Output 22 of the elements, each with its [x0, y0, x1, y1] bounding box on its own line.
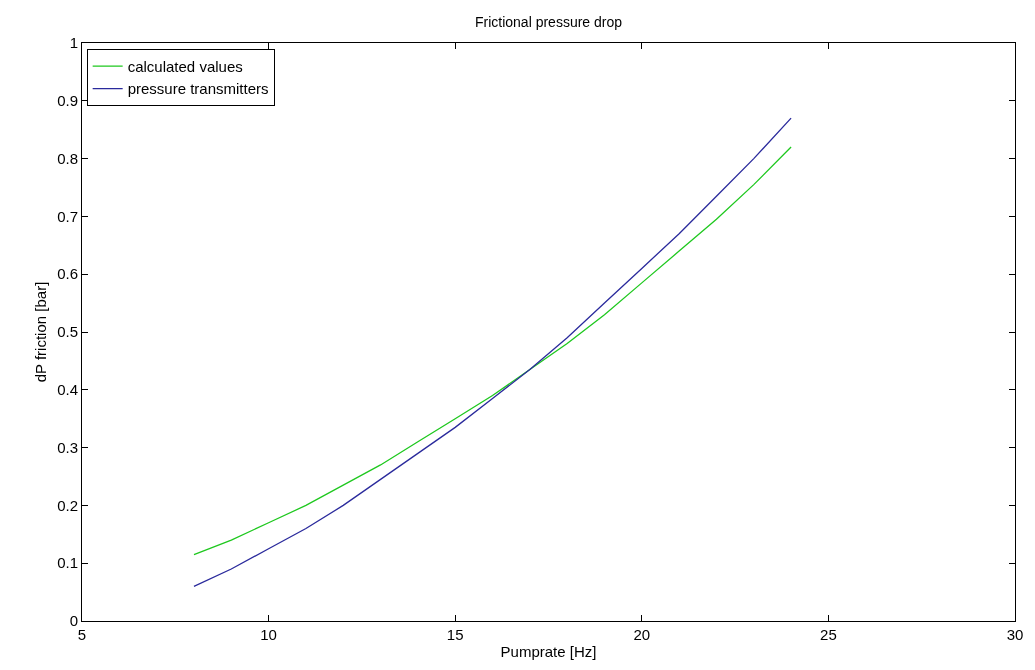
y-tick-label: 0.9 — [57, 92, 78, 110]
x-tick-label: 25 — [820, 626, 837, 643]
x-axis-title: Pumprate [Hz] — [500, 643, 597, 660]
y-axis-title: dP friction [bar] — [32, 281, 50, 383]
y-tick-label: 0 — [69, 612, 78, 630]
y-tick-label: 0.8 — [57, 149, 78, 167]
legend-label: pressure transmitters — [127, 80, 269, 98]
x-tick-label: 20 — [633, 626, 651, 643]
y-tick-label: 0.1 — [57, 554, 78, 572]
y-tick-label: 0.2 — [57, 496, 78, 514]
legend-label: calculated values — [127, 57, 243, 75]
x-tick-label: 15 — [446, 626, 464, 643]
y-tick-label: 1 — [69, 34, 78, 52]
x-tick-label: 10 — [260, 626, 277, 643]
y-tick-label: 0.4 — [57, 381, 78, 399]
y-tick-label: 0.3 — [57, 438, 78, 456]
y-tick-label: 0.5 — [57, 323, 78, 341]
chart-title: Frictional pressure drop — [474, 13, 623, 30]
y-tick-label: 0.7 — [57, 207, 78, 225]
x-tick-label: 30 — [1006, 626, 1024, 643]
y-tick-label: 0.6 — [57, 265, 78, 283]
x-tick-label: 5 — [77, 626, 87, 643]
